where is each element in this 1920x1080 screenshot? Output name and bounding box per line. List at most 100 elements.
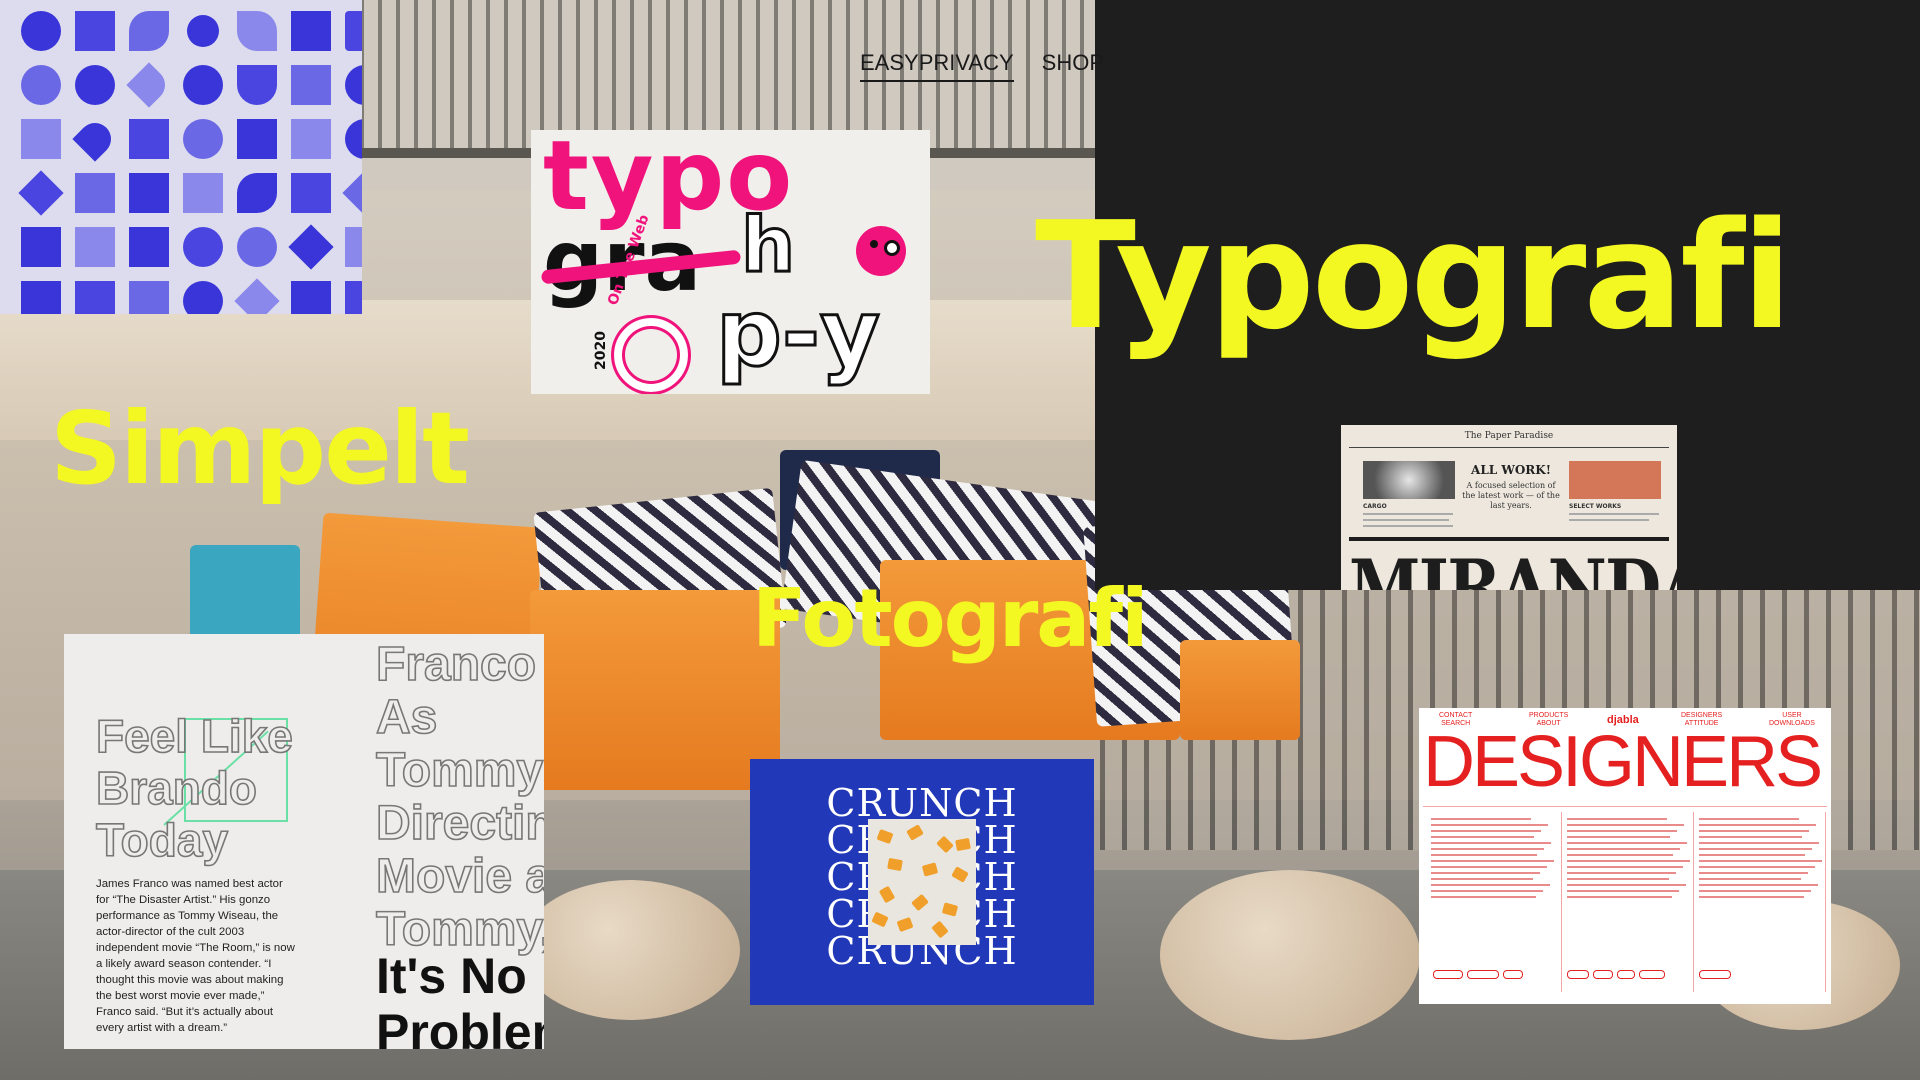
pattern-shape-icon: [72, 116, 118, 162]
pattern-shape-icon: [18, 170, 64, 216]
heading-fotografi: Fotografi: [752, 572, 1148, 665]
pattern-shape-icon: [75, 227, 115, 267]
news-image: [1569, 461, 1661, 499]
pattern-shape-icon: [237, 65, 277, 105]
laundry-towel: [1180, 640, 1300, 740]
des-tag[interactable]: [1467, 970, 1499, 979]
top-nav: EASYPRIVACY SHOP: [860, 50, 1105, 82]
h-letter: h: [739, 199, 796, 291]
pattern-shape-icon: [75, 173, 115, 213]
right-outline-title: Franco As Tommy Directin Movie a Tommy,: [375, 637, 544, 957]
des-nav-products: PRODUCTS ABOUT: [1529, 712, 1569, 727]
pattern-shape-icon: [183, 281, 223, 314]
pattern-shape-icon: [183, 227, 223, 267]
heading-simpelt: Simpelt: [50, 390, 470, 507]
pattern-shape-icon: [75, 281, 115, 314]
chip-icon: [931, 920, 949, 939]
chip-icon: [936, 835, 954, 854]
nav-item-easyprivacy[interactable]: EASYPRIVACY: [860, 50, 1014, 82]
typo-word: typo: [543, 130, 795, 232]
heading-typografi: Typografi: [1035, 190, 1792, 362]
des-nav-contact: CONTACT SEARCH: [1439, 712, 1473, 727]
pattern-shape-icon: [345, 227, 362, 267]
des-nav-user: USER DOWNLOADS: [1769, 712, 1815, 727]
chip-icon: [887, 857, 903, 872]
news-label: CARGO: [1363, 503, 1387, 510]
pattern-shape-icon: [21, 11, 61, 51]
pattern-shape-icon: [237, 173, 277, 213]
des-tag[interactable]: [1699, 970, 1731, 979]
pattern-shape-icon: [21, 281, 61, 314]
icon-pattern-card[interactable]: [0, 0, 362, 314]
pattern-shape-icon: [129, 173, 169, 213]
chip-icon: [876, 828, 894, 845]
pattern-shape-icon: [129, 11, 169, 51]
pattern-shape-icon: [345, 119, 362, 159]
news-headline: ALL WORK!: [1471, 463, 1551, 477]
bold-title: It's No Problem: [376, 948, 544, 1049]
pattern-shape-icon: [129, 119, 169, 159]
pattern-shape-icon: [21, 119, 61, 159]
pattern-shape-icon: [291, 119, 331, 159]
pattern-shape-icon: [75, 65, 115, 105]
pattern-shape-icon: [345, 65, 362, 105]
des-tag[interactable]: [1433, 970, 1463, 979]
news-label: SELECT WORKS: [1569, 503, 1622, 510]
pattern-shape-icon: [237, 11, 277, 51]
des-tag[interactable]: [1593, 970, 1613, 979]
nav-item-shop[interactable]: SHOP: [1041, 50, 1105, 75]
pattern-shape-icon: [345, 281, 362, 314]
pattern-shape-icon: [237, 227, 277, 267]
pattern-shape-icon: [183, 65, 223, 105]
pattern-shape-icon: [183, 119, 223, 159]
cushion: [520, 880, 740, 1020]
pattern-shape-icon: [291, 65, 331, 105]
balcony-railing: [360, 0, 1100, 150]
pattern-shape-icon: [234, 278, 280, 314]
chip-icon: [911, 893, 929, 912]
laundry-towel: [530, 590, 780, 790]
pattern-shape-icon: [183, 173, 223, 213]
pattern-shape-icon: [126, 62, 172, 108]
crunch-card[interactable]: CRUNCH CRUNCH CRUNCH CRUNCH CRUNCH: [750, 759, 1094, 1005]
pattern-shape-icon: [75, 11, 115, 51]
chip-icon: [906, 824, 924, 841]
chip-icon: [871, 911, 889, 928]
icon-grid: [14, 4, 362, 314]
des-brand: djabla: [1607, 714, 1639, 726]
des-nav-designers: DESIGNERS ATTITUDE: [1681, 712, 1723, 727]
pattern-shape-icon: [342, 170, 362, 216]
chip-icon: [955, 837, 971, 852]
chip-icon: [941, 902, 959, 917]
news-big-title: MIRANDA: [1349, 543, 1677, 590]
des-tag[interactable]: [1639, 970, 1665, 979]
franco-article-card[interactable]: Feel Like Brando Today James Franco was …: [64, 634, 544, 1049]
wink-face-icon: [856, 226, 906, 276]
pattern-shape-icon: [129, 281, 169, 314]
des-title: DESIGNERS: [1423, 722, 1823, 802]
pattern-shape-icon: [288, 224, 334, 270]
des-tag[interactable]: [1617, 970, 1635, 979]
chip-icon: [921, 862, 939, 877]
news-masthead: The Paper Paradise: [1464, 431, 1554, 441]
news-image: [1363, 461, 1455, 499]
badge-year: 2020: [593, 331, 609, 370]
pattern-shape-icon: [180, 8, 226, 54]
des-tag[interactable]: [1567, 970, 1589, 979]
designers-card[interactable]: CONTACT SEARCH PRODUCTS ABOUT djabla DES…: [1419, 708, 1831, 1004]
pattern-shape-icon: [237, 119, 277, 159]
pattern-shape-icon: [129, 227, 169, 267]
pattern-shape-icon: [291, 11, 331, 51]
chip-icon: [951, 866, 969, 883]
pattern-shape-icon: [291, 281, 331, 314]
pattern-shape-icon: [345, 11, 362, 51]
outline-square: [184, 718, 288, 822]
badge-ring-icon: [611, 315, 691, 394]
pattern-shape-icon: [291, 173, 331, 213]
left-outline-title: Feel Like Brando Today: [95, 709, 293, 867]
article-body: James Franco was named best actor for “T…: [96, 878, 295, 1034]
cushion: [1160, 870, 1420, 1040]
des-tag[interactable]: [1503, 970, 1523, 979]
newspaper-card[interactable]: The Paper Paradise ALL WORK! A focused s…: [1341, 425, 1677, 590]
typography-card[interactable]: typo gra h p-y On The Web 2020: [531, 130, 930, 394]
